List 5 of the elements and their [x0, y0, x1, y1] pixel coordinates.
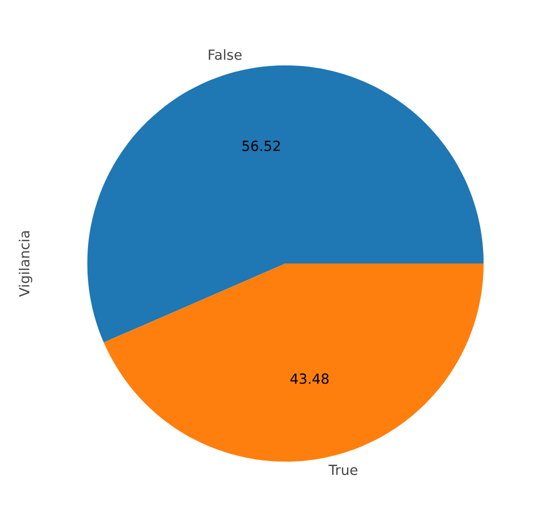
slice-label: True	[328, 464, 358, 476]
text: Vigilancia	[18, 231, 32, 297]
data-label: 56.52	[242, 140, 280, 152]
slice-label: False	[208, 49, 242, 60]
data-label: 43.48	[290, 373, 329, 384]
